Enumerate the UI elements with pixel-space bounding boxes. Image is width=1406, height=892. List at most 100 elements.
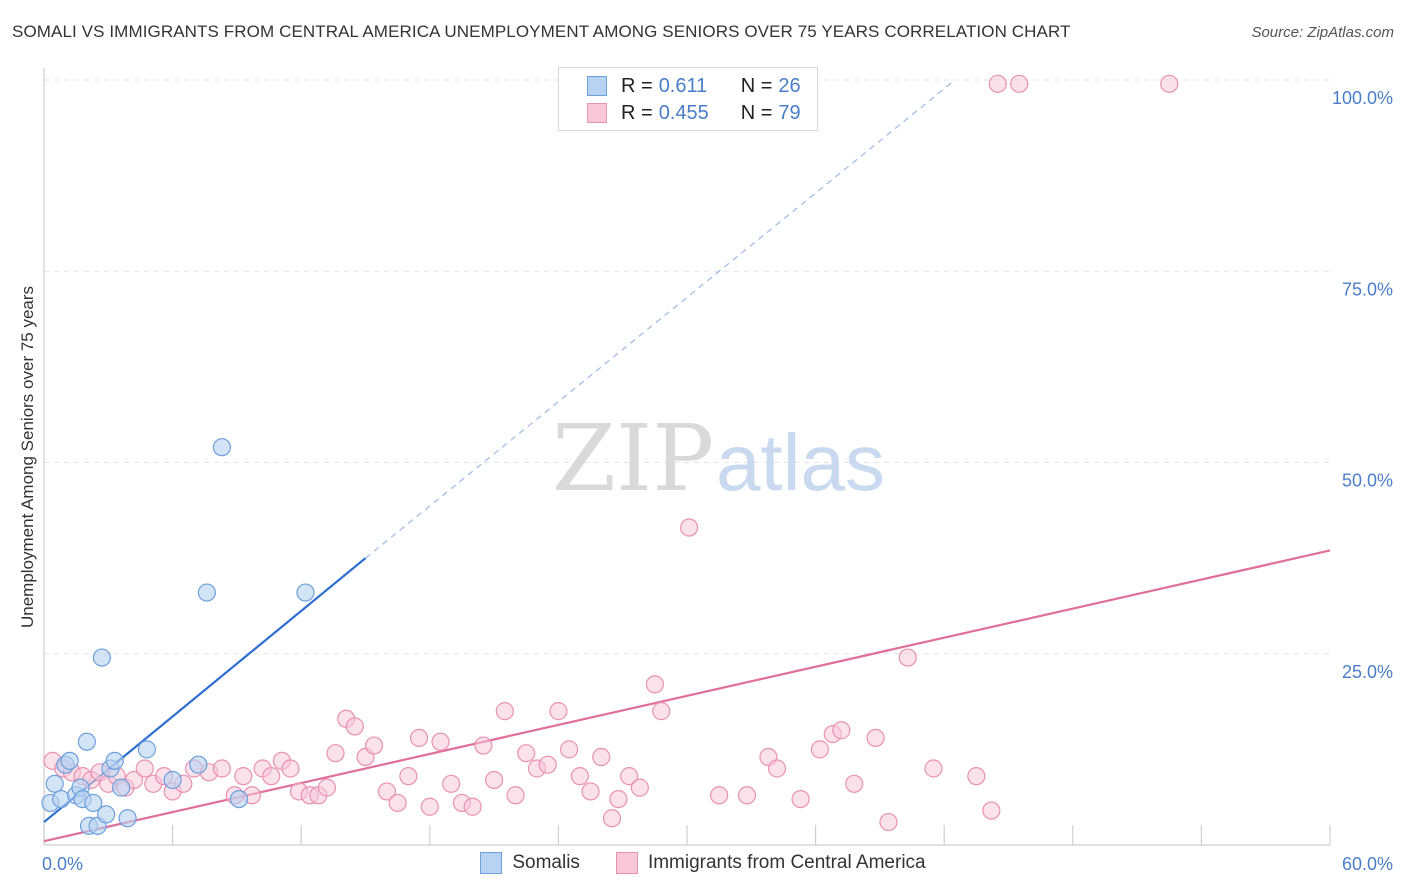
point-central-america xyxy=(517,744,536,763)
x-tick-label: 0.0% xyxy=(42,854,83,874)
point-somalis xyxy=(45,774,64,793)
legend-row-somalis: R = 0.611 N = 26 xyxy=(587,73,801,99)
point-somalis xyxy=(118,809,137,828)
point-somalis xyxy=(197,583,216,602)
point-central-america xyxy=(364,736,384,755)
point-central-america xyxy=(388,793,407,813)
point-central-america xyxy=(988,74,1007,93)
point-somalis xyxy=(296,583,315,602)
point-central-america xyxy=(767,759,787,778)
point-central-america xyxy=(135,759,154,778)
point-somalis xyxy=(97,805,116,824)
point-central-america xyxy=(281,759,300,778)
point-central-america xyxy=(377,782,397,801)
legend-n-label: N = xyxy=(740,101,773,124)
point-central-america xyxy=(463,797,482,816)
legend-r-value: 0.455 xyxy=(658,101,709,124)
point-central-america xyxy=(609,789,628,809)
point-central-america xyxy=(581,782,600,801)
point-somalis xyxy=(77,732,96,751)
point-central-america xyxy=(549,702,568,721)
point-somalis xyxy=(229,789,249,809)
stats-legend: R = 0.611 N = 26 R = 0.455 N = 79 xyxy=(558,67,818,131)
point-central-america xyxy=(898,648,917,667)
legend-r-label: R = xyxy=(621,74,653,97)
point-central-america xyxy=(317,778,337,797)
point-central-america xyxy=(845,774,864,793)
trend-extension-somalis xyxy=(365,79,956,559)
legend-n-value: 26 xyxy=(778,74,801,97)
point-central-america xyxy=(212,759,231,778)
point-central-america xyxy=(442,774,461,793)
point-somalis xyxy=(163,770,182,790)
point-central-america xyxy=(924,759,943,778)
point-central-america xyxy=(602,809,622,828)
point-central-america xyxy=(409,728,429,748)
legend-label-somalis: Somalis xyxy=(512,852,580,873)
point-somalis xyxy=(137,740,156,759)
y-tick-label: 25.0% xyxy=(1342,662,1393,682)
point-central-america xyxy=(630,778,649,797)
point-central-america xyxy=(495,702,514,721)
point-somalis xyxy=(212,438,231,457)
point-central-america xyxy=(645,675,664,694)
point-central-america xyxy=(326,744,345,763)
point-central-america xyxy=(485,770,504,790)
axis-labels: 25.0% 50.0% 75.0% 100.0% 0.0% 60.0% Unemployme… xyxy=(18,88,1393,874)
point-somalis xyxy=(189,755,208,774)
data-points xyxy=(41,74,1179,835)
point-central-america xyxy=(680,518,699,537)
point-somalis xyxy=(112,778,131,797)
y-tick-label: 100.0% xyxy=(1332,88,1393,108)
point-somalis xyxy=(60,751,79,770)
point-central-america xyxy=(832,721,851,740)
point-central-america xyxy=(982,801,1001,820)
point-central-america xyxy=(791,789,810,809)
point-central-america xyxy=(262,767,281,786)
point-somalis xyxy=(52,789,71,809)
point-central-america xyxy=(234,767,253,786)
point-central-america xyxy=(652,702,671,721)
chart-title: SOMALI VS IMMIGRANTS FROM CENTRAL AMERIC… xyxy=(12,22,1071,41)
chart-source: Source: ZipAtlas.com xyxy=(1251,24,1394,41)
legend-item-somalis[interactable]: Somalis xyxy=(480,852,580,874)
point-central-america xyxy=(506,786,525,805)
point-central-america xyxy=(474,736,493,755)
legend-swatch-central-america xyxy=(587,103,607,123)
grid-lines xyxy=(44,79,1330,655)
y-tick-label: 50.0% xyxy=(1342,471,1393,491)
point-central-america xyxy=(1160,74,1179,93)
point-central-america xyxy=(431,732,450,751)
legend-n-value: 79 xyxy=(778,101,801,124)
point-central-america xyxy=(560,740,579,759)
legend-r-value: 0.611 xyxy=(658,74,708,97)
axes xyxy=(43,68,1331,846)
point-central-america xyxy=(879,812,898,832)
legend-label-central-america: Immigrants from Central America xyxy=(647,852,926,873)
point-central-america xyxy=(399,767,418,786)
y-axis-title: Unemployment Among Seniors over 75 years xyxy=(18,286,37,628)
point-central-america xyxy=(592,747,611,767)
point-central-america xyxy=(967,767,986,786)
point-somalis xyxy=(92,648,111,667)
legend-r-label: R = xyxy=(621,101,653,124)
series-legend: Somalis Immigrants from Central America xyxy=(0,852,1406,874)
point-somalis xyxy=(84,793,103,813)
watermark: ZIP atlas xyxy=(552,405,885,512)
point-central-america xyxy=(866,728,885,748)
legend-swatch-central-america xyxy=(615,852,638,874)
x-tick-label: 60.0% xyxy=(1342,854,1393,874)
y-tick-label: 75.0% xyxy=(1342,279,1393,299)
watermark-zip: ZIP xyxy=(552,405,714,512)
point-central-america xyxy=(1010,74,1029,93)
legend-item-central-america[interactable]: Immigrants from Central America xyxy=(615,852,926,874)
point-central-america xyxy=(810,740,829,759)
legend-n-label: N = xyxy=(740,74,773,97)
watermark-atlas: atlas xyxy=(716,418,885,507)
point-central-america xyxy=(737,786,757,805)
point-central-america xyxy=(710,786,729,805)
point-somalis xyxy=(105,751,124,770)
point-central-america xyxy=(538,755,557,774)
point-central-america xyxy=(420,797,439,816)
